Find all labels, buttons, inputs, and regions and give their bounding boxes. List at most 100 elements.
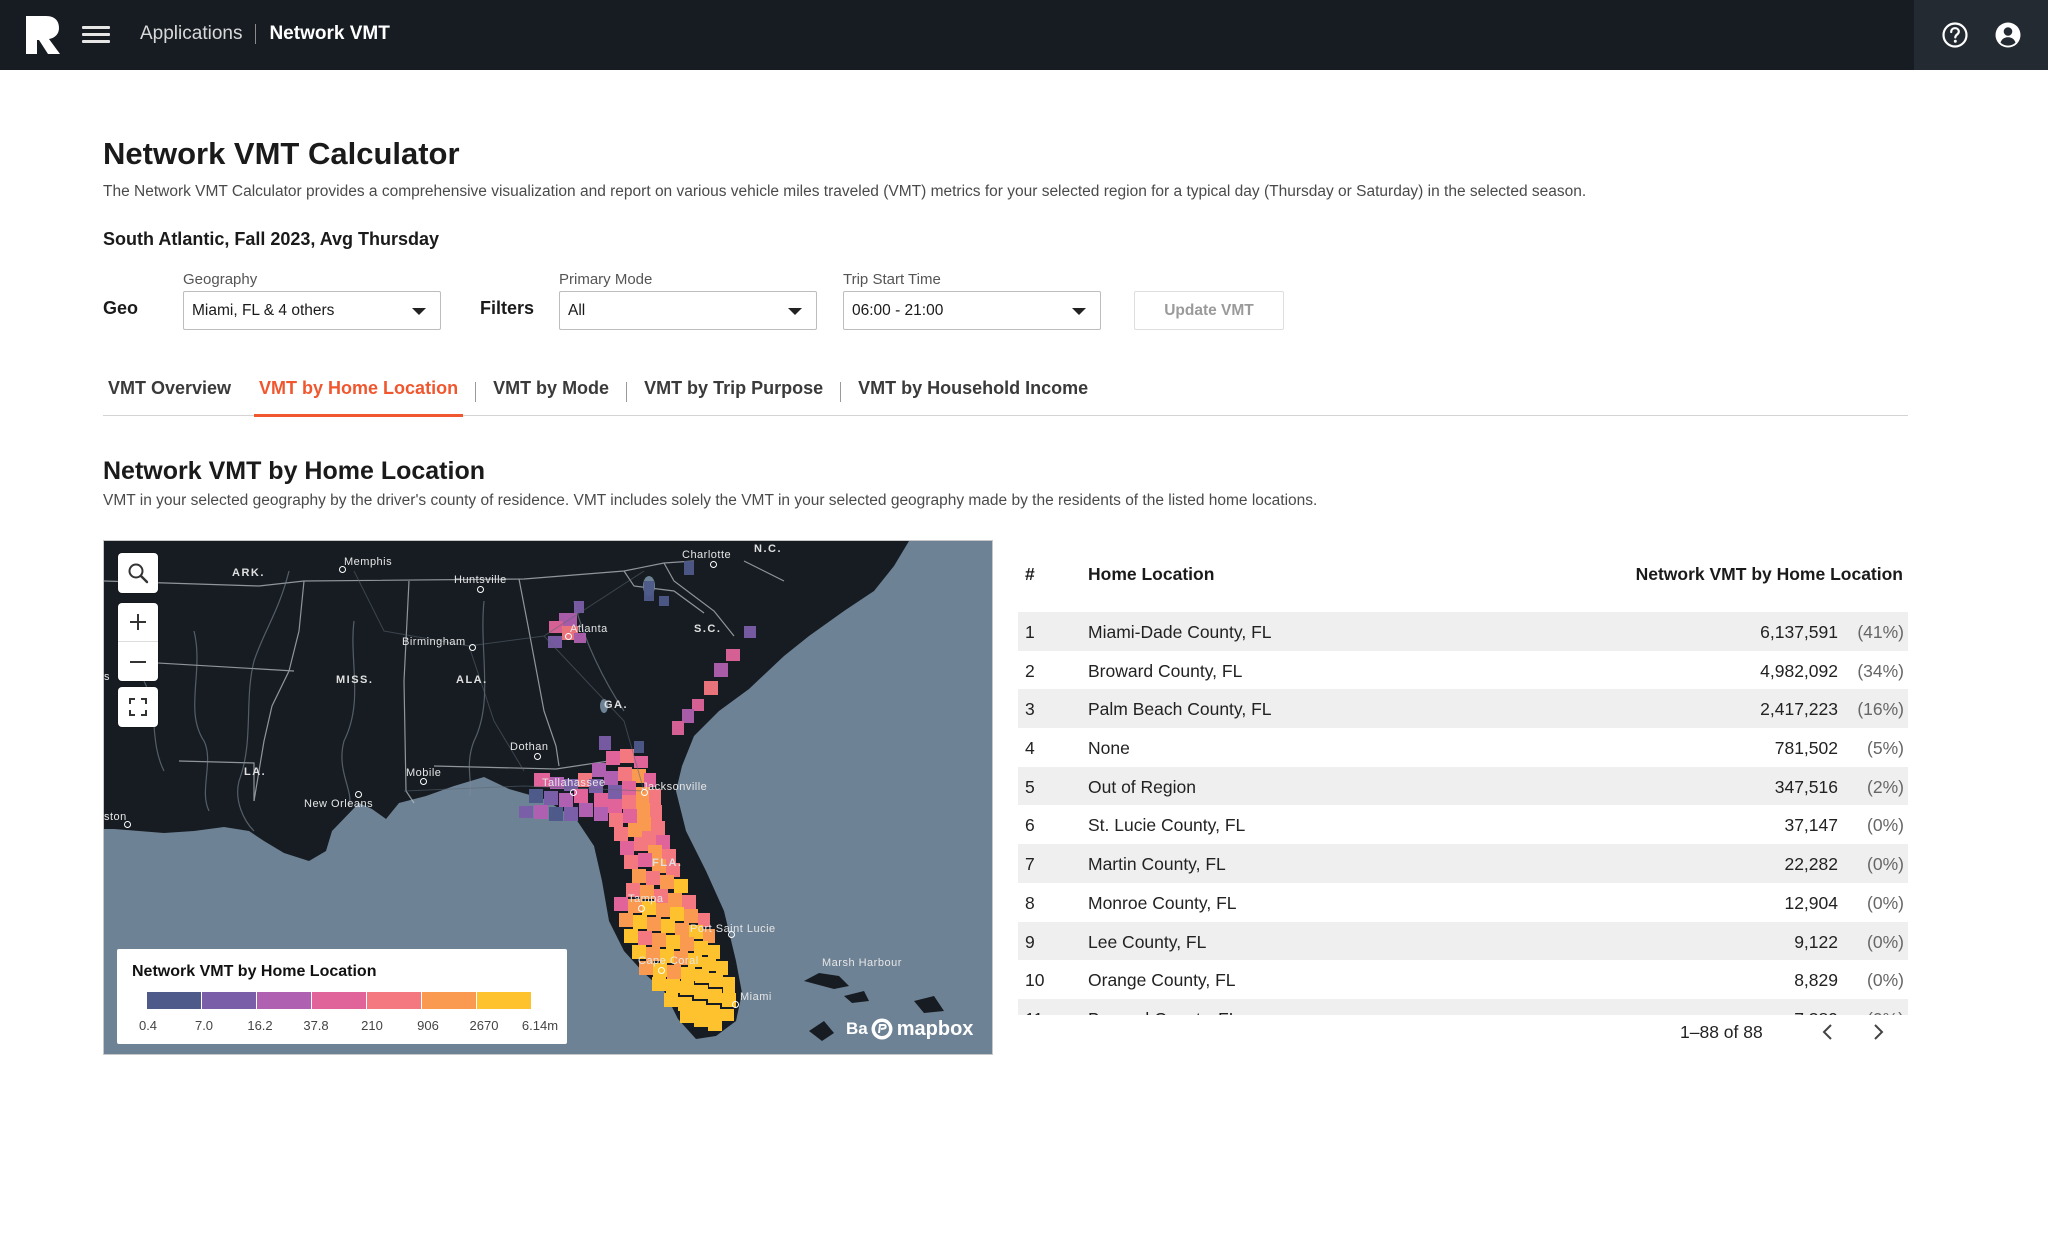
map-label-mobile: Mobile	[406, 767, 442, 779]
vmt-map[interactable]: ARK. Memphis Huntsville Charlotte N.C. A…	[103, 540, 993, 1055]
row-home-location: Monroe County, FL	[1088, 892, 1237, 913]
table-row[interactable]: 8 Monroe County, FL 12,904 (0%)	[1018, 883, 1908, 922]
map-label-charlotte: Charlotte	[682, 549, 732, 561]
row-vmt-percent: (0%)	[1867, 854, 1904, 875]
section-title: Network VMT by Home Location	[103, 457, 485, 485]
row-vmt-percent: (41%)	[1857, 622, 1904, 642]
breadcrumb-current: Network VMT	[269, 23, 390, 44]
mapbox-logo[interactable]: Ba mapbox	[846, 1017, 973, 1041]
filters-label: Filters	[480, 298, 535, 318]
tab-vmt-by-household-income[interactable]: VMT by Household Income	[858, 378, 1089, 398]
primary-mode-value: All	[568, 301, 586, 319]
tab-vmt-by-home-location[interactable]: VMT by Home Location	[254, 374, 464, 417]
plus-icon	[130, 614, 146, 630]
tab-bar: VMT Overview VMT by Home Location VMT by…	[103, 374, 1908, 417]
table-row[interactable]: 10 Orange County, FL 8,829 (0%)	[1018, 960, 1908, 999]
breadcrumb: Applications Network VMT	[140, 23, 390, 45]
legend-swatch	[422, 992, 477, 1009]
city-marker	[710, 561, 717, 568]
fullscreen-icon	[129, 698, 147, 716]
hamburger-menu-icon[interactable]	[82, 22, 110, 48]
city-marker	[469, 644, 476, 651]
tab-separator	[626, 382, 628, 402]
row-vmt-value: 37,147	[1784, 815, 1838, 836]
map-label-la: LA.	[244, 766, 267, 778]
context-title: South Atlantic, Fall 2023, Avg Thursday	[103, 229, 440, 249]
tab-separator	[840, 382, 842, 402]
table-row[interactable]: 4 None 781,502 (5%)	[1018, 728, 1908, 767]
row-home-location: St. Lucie County, FL	[1088, 815, 1246, 836]
search-icon	[128, 563, 149, 584]
map-attribution: Ba	[846, 1019, 868, 1038]
breadcrumb-separator	[255, 24, 257, 44]
row-number: 8	[1025, 892, 1035, 913]
table-row[interactable]: 2 Broward County, FL 4,982,092 (34%)	[1018, 651, 1908, 690]
table-row[interactable]: 5 Out of Region 347,516 (2%)	[1018, 766, 1908, 806]
map-label-ga: GA.	[604, 699, 629, 711]
row-number: 11	[1025, 1009, 1043, 1015]
mapbox-wordmark: mapbox	[896, 1017, 974, 1040]
map-label-memphis: Memphis	[344, 556, 393, 568]
tab-vmt-by-mode[interactable]: VMT by Mode	[493, 378, 610, 398]
zoom-out-button[interactable]	[118, 642, 158, 681]
map-label-new-orleans: New Orleans	[304, 798, 374, 810]
chevron-right-icon[interactable]	[1868, 1022, 1888, 1042]
table-row[interactable]: 1 Miami-Dade County, FL 6,137,591 (41%)	[1018, 612, 1908, 651]
breadcrumb-applications[interactable]: Applications	[140, 23, 243, 44]
row-vmt-percent: (5%)	[1867, 738, 1904, 759]
map-search-button[interactable]	[118, 553, 158, 593]
row-home-location: Miami-Dade County, FL	[1088, 622, 1272, 642]
row-home-location: None	[1088, 738, 1130, 759]
map-label-huntsville: Huntsville	[454, 574, 507, 586]
row-number: 6	[1025, 815, 1035, 836]
legend-swatch	[147, 992, 202, 1009]
page-title: Network VMT Calculator	[103, 136, 460, 171]
city-marker	[658, 967, 665, 974]
map-label-ala: ALA.	[456, 674, 488, 686]
r-logo-icon[interactable]	[26, 16, 60, 54]
map-fullscreen-button[interactable]	[118, 687, 158, 727]
row-number: 3	[1025, 699, 1035, 720]
primary-mode-label: Primary Mode	[559, 271, 653, 288]
legend-swatch	[202, 992, 257, 1009]
row-vmt-percent: (16%)	[1857, 699, 1904, 720]
primary-mode-select[interactable]: All	[559, 291, 817, 330]
table-row[interactable]: 3 Palm Beach County, FL 2,417,223 (16%)	[1018, 689, 1908, 729]
legend-tick-label: 906	[417, 1018, 439, 1033]
header-num[interactable]: #	[1025, 564, 1035, 584]
section-description: VMT in your selected geography by the dr…	[103, 492, 1318, 509]
zoom-in-button[interactable]	[118, 603, 158, 642]
legend-color-scale	[147, 992, 532, 1009]
pagination-label: 1–88 of 88	[1680, 1022, 1763, 1042]
tab-vmt-by-trip-purpose[interactable]: VMT by Trip Purpose	[644, 378, 824, 398]
tab-vmt-overview[interactable]: VMT Overview	[108, 378, 232, 398]
row-vmt-value: 2,417,223	[1760, 699, 1838, 720]
update-vmt-button[interactable]: Update VMT	[1134, 291, 1284, 330]
row-home-location: Broward County, FL	[1088, 660, 1243, 681]
minus-icon	[130, 660, 146, 663]
legend-swatch	[367, 992, 422, 1009]
topbar-actions	[1914, 0, 2048, 70]
table-row[interactable]: 7 Martin County, FL 22,282 (0%)	[1018, 844, 1908, 883]
header-home-location[interactable]: Home Location	[1088, 564, 1215, 584]
legend-tick-label: 16.2	[247, 1018, 273, 1033]
map-label-tallahassee: Tallahassee	[542, 777, 606, 789]
table-row[interactable]: 11 Brevard County, FL 7,389 (0%)	[1018, 998, 1908, 1015]
trip-start-select[interactable]: 06:00 - 21:00	[843, 291, 1101, 330]
chevron-left-icon[interactable]	[1818, 1022, 1838, 1042]
row-vmt-percent: (0%)	[1867, 970, 1904, 991]
help-circle-icon[interactable]	[1941, 21, 1969, 49]
row-home-location: Out of Region	[1088, 776, 1196, 797]
account-circle-icon[interactable]	[1994, 21, 2022, 49]
geo-label: Geo	[103, 298, 139, 318]
trip-start-value: 06:00 - 21:00	[852, 301, 944, 319]
row-home-location: Martin County, FL	[1088, 854, 1226, 875]
home-location-table: # Home Location Network VMT by Home Loca…	[1018, 540, 1908, 1015]
table-row[interactable]: 6 St. Lucie County, FL 37,147 (0%)	[1018, 805, 1908, 844]
header-network-vmt[interactable]: Network VMT by Home Location	[1635, 564, 1903, 584]
legend-title: Network VMT by Home Location	[132, 963, 377, 980]
table-row[interactable]: 9 Lee County, FL 9,122 (0%)	[1018, 921, 1908, 961]
geography-select[interactable]: Miami, FL & 4 others	[183, 291, 441, 330]
row-home-location: Brevard County, FL	[1088, 1009, 1238, 1015]
row-home-location: Orange County, FL	[1088, 970, 1236, 991]
